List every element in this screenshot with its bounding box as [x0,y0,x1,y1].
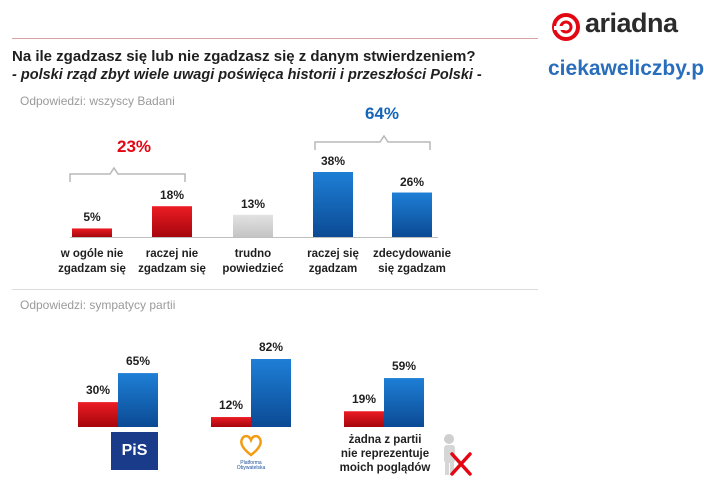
party-bar-3-disagree [344,411,384,427]
party-value-label-1-agree: 65% [125,354,151,369]
section-divider [12,289,538,290]
bracket-negative [69,166,186,182]
party-value-label-3-agree: 59% [391,359,417,374]
party-value-label-3-disagree: 19% [351,392,377,407]
bar-4 [313,172,353,237]
axis-line [70,237,438,238]
brand-name: ariadna [585,8,678,38]
po-heart-logo-icon [240,434,262,457]
party-value-label-1-disagree: 30% [85,383,111,398]
party-value-label-2-disagree: 12% [218,398,244,413]
bar-2 [152,206,192,237]
category-label-1: w ogóle nie zgadzam się [58,248,126,275]
value-label-5: 26% [399,174,425,189]
party-value-label-2-agree: 82% [258,340,284,354]
bar-5 [392,192,432,237]
value-label-1: 5% [83,210,101,225]
value-label-3: 13% [240,196,266,211]
category-label-5: zdecydowanie się zgadzam [373,248,451,275]
group-label-positive: 64% [364,104,400,123]
site-name: ciekaweliczby.pl [548,57,704,80]
party-bar-2-agree [251,359,291,427]
po-logo-text: Platforma Obywatelska [236,460,266,471]
bar-3 [233,214,273,237]
bracket-positive [314,134,431,150]
no-party-label: żadna z partii nie reprezentuje moich po… [339,434,431,474]
party-bar-1-agree [118,373,158,427]
person-cross-icon [444,434,472,476]
party-bar-1-disagree [78,402,118,427]
category-label-4: raczej się zgadzam [307,248,359,275]
bar-1 [72,228,112,237]
party-bar-3-agree [384,378,424,427]
party-bar-2-disagree [211,417,251,427]
group-label-negative: 23% [116,137,152,156]
section-title-all: Odpowiedzi: wszyscy Badani [20,94,175,108]
chart-title: Na ile zgadzasz się lub nie zgadzasz się… [12,48,476,65]
category-label-2: raczej nie zgadzam się [138,248,206,275]
section-title-parties: Odpowiedzi: sympatycy partii [20,298,176,312]
pis-logo: PiS [111,432,158,470]
ariadna-logo-icon [552,13,580,41]
category-label-3: trudno powiedzieć [222,248,284,275]
value-label-4: 38% [320,154,346,168]
value-label-2: 18% [159,188,185,203]
title-rule [12,38,538,39]
chart-subtitle: - polski rząd zbyt wiele uwagi poświęca … [12,67,482,83]
